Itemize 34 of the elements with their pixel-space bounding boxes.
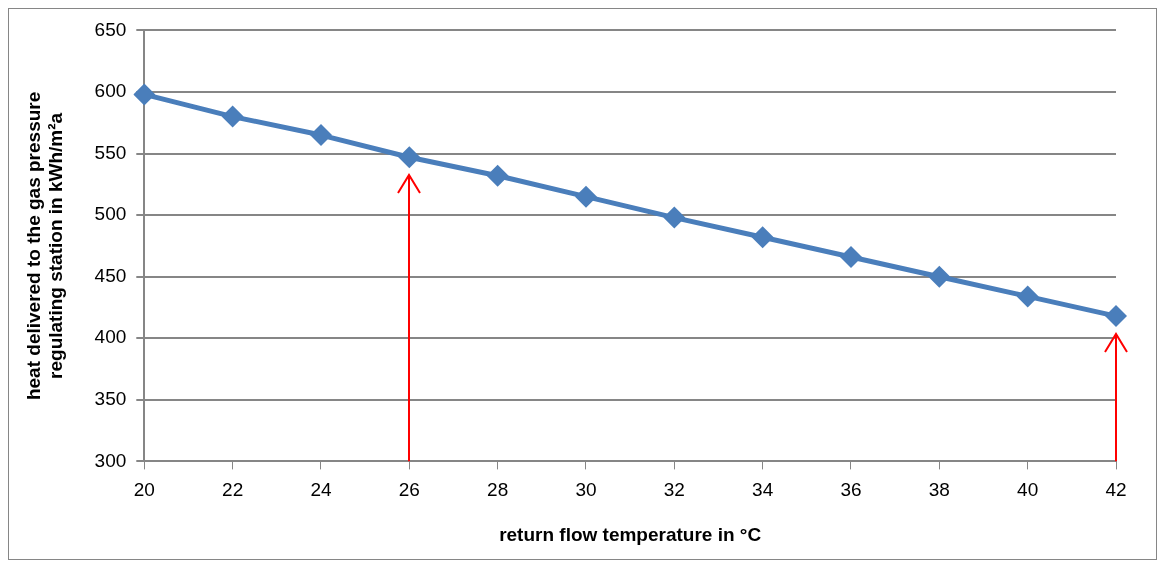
point [751, 226, 774, 249]
x-tick-label: 24 [310, 479, 332, 501]
x-tick-label: 34 [752, 479, 774, 501]
point [663, 206, 686, 229]
y-tick-label: 600 [94, 80, 127, 102]
y-tick-label: 450 [94, 264, 127, 286]
x-tick-label: 42 [1105, 479, 1127, 501]
x-tick-label: 30 [575, 479, 597, 501]
point [928, 265, 951, 288]
x-tick-label: 20 [133, 479, 155, 501]
point [221, 105, 244, 128]
point [133, 83, 156, 106]
point [309, 124, 332, 147]
x-tick-label: 38 [928, 479, 950, 501]
point [398, 146, 421, 169]
point [1105, 305, 1127, 328]
y-tick-label: 300 [94, 449, 127, 471]
y-tick-label: 350 [94, 388, 127, 410]
x-tick-label: 22 [222, 479, 244, 501]
point [486, 164, 509, 187]
x-tick-label: 40 [1017, 479, 1039, 501]
y-tick-label: 650 [94, 18, 127, 40]
y-tick-label: 500 [94, 203, 127, 225]
y-tick-label: 400 [94, 326, 127, 348]
point [574, 185, 597, 208]
x-tick-label: 28 [487, 479, 509, 501]
y-tick-label: 550 [94, 141, 127, 163]
point [839, 245, 862, 268]
y-axis-title: heat delivered to the gas pressure regulating station in kWh/m²a [22, 91, 67, 401]
x-axis-title: return flow temperature in °C [499, 523, 762, 545]
x-tick-label: 36 [840, 479, 862, 501]
point [1016, 285, 1039, 308]
x-tick-label: 32 [663, 479, 685, 501]
x-tick-label: 26 [398, 479, 420, 501]
